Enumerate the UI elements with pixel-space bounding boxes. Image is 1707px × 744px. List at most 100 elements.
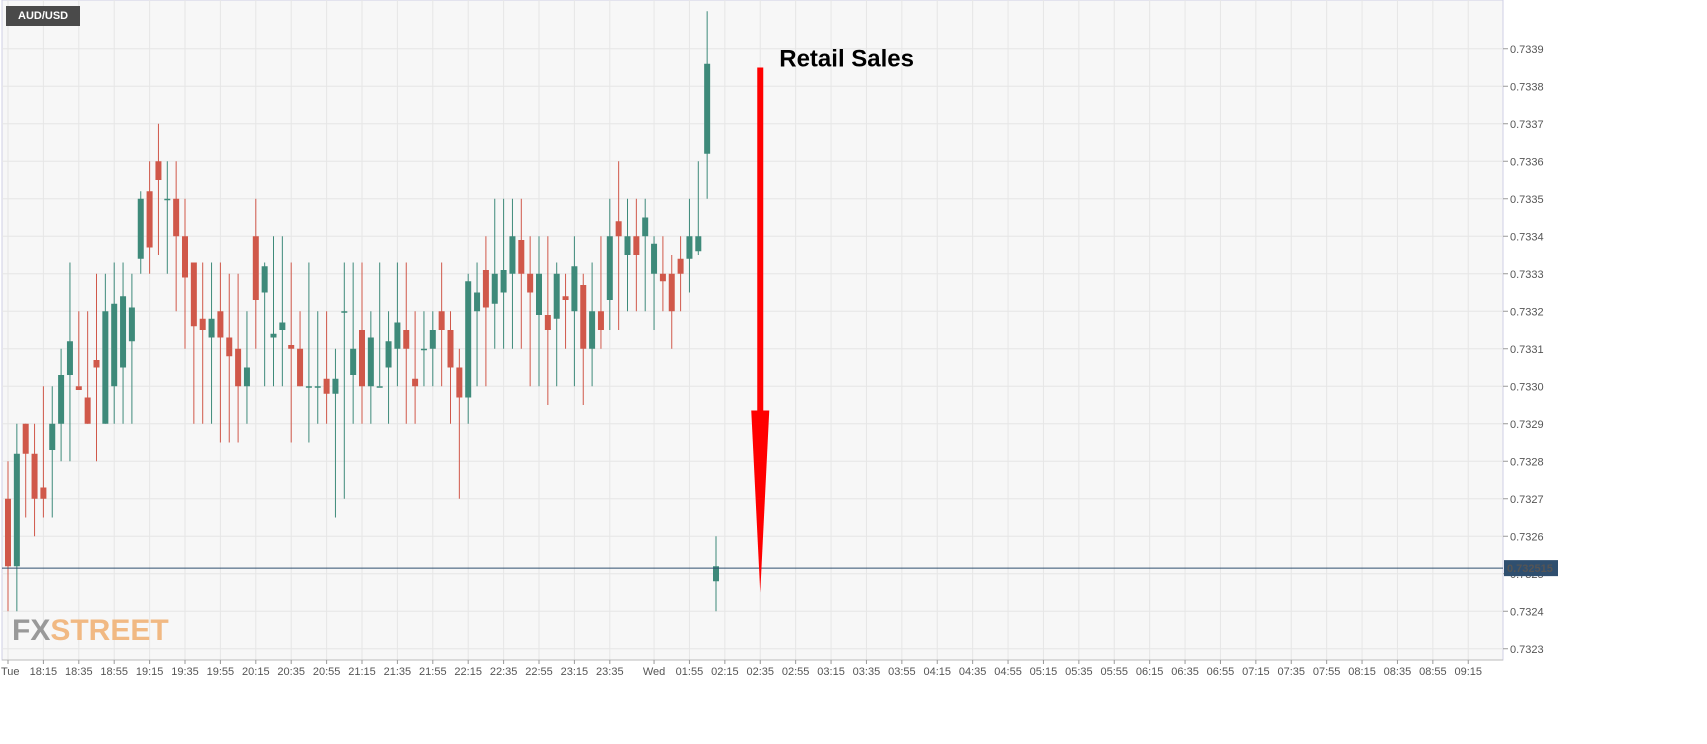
candle xyxy=(394,262,401,387)
candle xyxy=(305,262,312,443)
candle-body xyxy=(571,266,578,312)
candle-body xyxy=(58,375,65,424)
candle-body xyxy=(75,386,82,390)
candle-body xyxy=(49,423,56,450)
candle-body xyxy=(474,292,481,312)
x-tick-label: 03:15 xyxy=(817,666,845,678)
candle xyxy=(164,161,171,274)
candle-body xyxy=(429,330,436,349)
candle xyxy=(553,262,560,387)
candle-body xyxy=(668,273,675,312)
candle-body xyxy=(447,330,454,368)
candle xyxy=(509,198,516,349)
candle xyxy=(182,198,188,349)
candle-body xyxy=(562,296,569,300)
candle xyxy=(314,311,321,424)
x-tick-label: 02:35 xyxy=(746,666,774,678)
candle xyxy=(49,386,56,518)
candle xyxy=(75,311,82,390)
instrument-badge[interactable]: AUD/USD xyxy=(6,6,81,26)
candle xyxy=(235,273,242,443)
x-tick-label: 04:35 xyxy=(959,666,987,678)
candle-body xyxy=(589,311,596,349)
candle-body xyxy=(252,236,259,300)
candle xyxy=(137,191,144,274)
candle-body xyxy=(350,348,357,375)
candle-body xyxy=(633,236,640,255)
candle xyxy=(385,311,392,424)
candle-body xyxy=(84,397,91,424)
candle xyxy=(597,236,604,349)
candle-body xyxy=(385,341,392,368)
candle xyxy=(686,198,693,293)
candle-body xyxy=(659,273,666,282)
y-tick-label: 0.7332 xyxy=(1510,306,1544,318)
candle xyxy=(518,198,525,349)
candle-body xyxy=(305,386,312,388)
y-tick-label: 0.7328 xyxy=(1510,456,1544,468)
candle xyxy=(146,161,153,274)
candle-body xyxy=(624,236,631,255)
x-tick-label: 08:55 xyxy=(1419,666,1447,678)
candle-body xyxy=(314,386,321,388)
x-tick-label: 19:35 xyxy=(171,666,199,678)
candle xyxy=(447,311,454,424)
candle xyxy=(482,236,489,387)
candle-body xyxy=(182,236,188,278)
x-tick-label: 06:35 xyxy=(1171,666,1199,678)
x-tick-label: 06:55 xyxy=(1207,666,1235,678)
candle-body xyxy=(226,337,233,357)
candle xyxy=(341,262,348,499)
candle-body xyxy=(491,273,498,304)
candle-body xyxy=(261,266,268,293)
candle xyxy=(279,236,286,387)
candle-body xyxy=(412,378,419,387)
candle xyxy=(677,236,684,312)
y-tick-label: 0.7330 xyxy=(1510,381,1544,393)
candle-body xyxy=(208,318,215,338)
y-tick-label: 0.7333 xyxy=(1510,269,1544,281)
candle xyxy=(491,198,498,349)
y-tick-label: 0.7323 xyxy=(1510,644,1544,656)
candle xyxy=(31,423,38,537)
x-tick-label: 19:15 xyxy=(136,666,164,678)
candle-body xyxy=(677,258,684,274)
candle xyxy=(580,273,587,405)
x-tick-label: 18:35 xyxy=(65,666,93,678)
x-tick-label: 02:55 xyxy=(782,666,810,678)
candle xyxy=(208,262,215,424)
candle-body xyxy=(155,161,162,180)
candle xyxy=(536,236,542,387)
candle-body xyxy=(199,318,206,330)
y-tick-label: 0.7331 xyxy=(1510,344,1544,356)
candle-body xyxy=(111,303,118,387)
candle-body xyxy=(597,311,604,330)
x-tick-label: 05:55 xyxy=(1100,666,1128,678)
x-tick-label: Tue xyxy=(1,666,20,678)
candle xyxy=(606,198,613,330)
current-price-label: 0.732515 xyxy=(1507,563,1553,575)
candle xyxy=(420,311,427,387)
candle-body xyxy=(243,367,250,387)
candle-body xyxy=(120,296,127,368)
candle xyxy=(173,161,180,312)
candle-body xyxy=(288,345,295,349)
candle xyxy=(297,311,304,387)
candle xyxy=(155,123,162,255)
x-tick-label: 22:55 xyxy=(525,666,553,678)
candle-body xyxy=(509,236,516,274)
candle xyxy=(376,262,383,388)
x-tick-label: 21:55 xyxy=(419,666,447,678)
candle-body xyxy=(367,337,374,387)
y-tick-label: 0.7329 xyxy=(1510,419,1544,431)
y-tick-label: 0.7326 xyxy=(1510,531,1544,543)
y-axis: 0.73230.73240.73250.73260.73270.73280.73… xyxy=(1503,44,1544,656)
candle xyxy=(429,311,436,387)
candle-body xyxy=(651,243,658,274)
candle-body xyxy=(40,487,47,499)
x-tick-label: 07:35 xyxy=(1277,666,1305,678)
x-tick-label: 20:15 xyxy=(242,666,270,678)
x-tick-label: 01:55 xyxy=(676,666,704,678)
candle xyxy=(695,161,702,255)
y-tick-label: 0.7327 xyxy=(1510,494,1544,506)
